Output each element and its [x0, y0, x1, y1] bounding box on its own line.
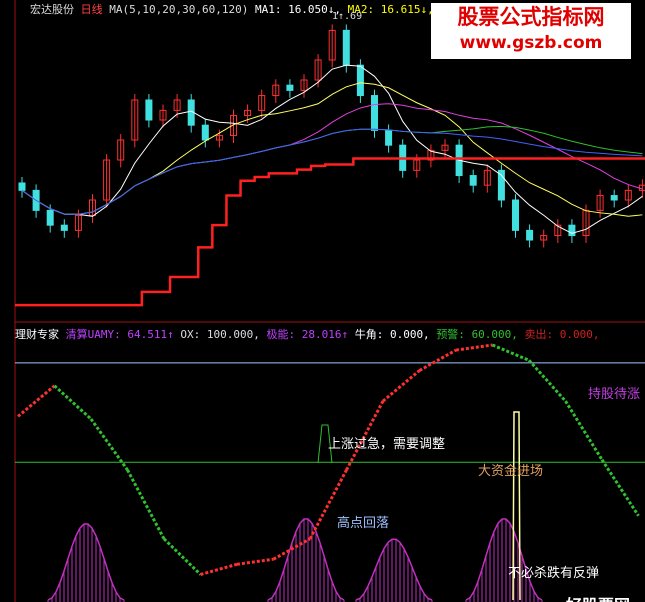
candle-body: [371, 95, 378, 131]
oscillator-segment: [200, 562, 238, 576]
candle-body: [342, 29, 350, 66]
candle-body: [540, 235, 548, 241]
candle-body: [328, 29, 336, 61]
warning-label: 预警:: [436, 328, 465, 341]
candle-body: [300, 79, 308, 91]
ma5-line: [21, 64, 643, 234]
oscillator-segment: [17, 384, 56, 418]
candle-body: [413, 159, 421, 171]
candle-body: [74, 215, 82, 231]
candle-body: [272, 84, 280, 97]
support-step-line: [15, 157, 645, 307]
oscillator-segment: [308, 469, 348, 540]
candle-body: [286, 84, 294, 91]
candle-body: [568, 224, 576, 237]
price-header: 宏达股份 日线 MA(5,10,20,30,60,120) MA1: 16.05…: [30, 1, 434, 17]
warning-spike: [317, 424, 333, 464]
ma30-line: [21, 125, 643, 215]
sell-label: 卖出:: [524, 328, 554, 341]
oscillator-segment: [126, 469, 166, 540]
candle-body: [145, 99, 153, 121]
candle-body: [526, 229, 534, 241]
candle-body: [441, 144, 449, 151]
ma-definition: MA(5,10,20,30,60,120): [109, 3, 249, 16]
watermark-title: 股票公式指标网: [457, 5, 605, 29]
sell-value: 0.000,: [559, 328, 600, 341]
oscillator-segment: [345, 400, 385, 471]
annotation-high-fall: 高点回落: [337, 516, 390, 531]
candle-body: [173, 99, 181, 111]
candle-body: [385, 129, 393, 146]
candle-body: [469, 175, 477, 186]
annotation-big-money: 大资金进场: [478, 464, 544, 479]
oscillator-segment: [236, 557, 274, 566]
big-money-spike: [512, 411, 521, 601]
watermark-logo: 股票公式指标网 www.gszb.com: [431, 3, 631, 59]
uamy-label: 清算UAMY:: [65, 328, 121, 341]
candle-body: [89, 199, 96, 217]
annotation-no-panic: 不必杀跌有反弹: [508, 566, 600, 581]
oscillator-segment: [382, 369, 421, 403]
oscillator-segment: [53, 384, 93, 421]
oscillator-segment: [455, 343, 493, 352]
candle-body: [159, 109, 167, 121]
indicator-header: 理财专家 清算UAMY: 64.511↑ OX: 100.000, 极能: 28…: [15, 326, 600, 342]
bull-horn-value: 牛角: 0.000,: [354, 328, 430, 341]
hump-outline: [267, 518, 345, 601]
oscillator-segment: [527, 359, 567, 403]
candle-body: [427, 149, 435, 161]
oscillator-segment: [162, 537, 202, 576]
candle-body: [596, 195, 604, 211]
oscillator-segment: [600, 458, 640, 517]
ma2-value: MA2: 16.615↓,: [347, 3, 434, 16]
candle-body: [215, 135, 223, 141]
candle-body: [201, 124, 209, 141]
candle-body: [103, 159, 111, 201]
energy-label: 极能:: [266, 328, 296, 341]
low-price-mark: 1↑.69: [332, 11, 363, 22]
ma60-line: [21, 128, 643, 215]
oscillator-segment: [491, 343, 530, 362]
uamy-value: 64.511↑: [127, 328, 174, 341]
oscillator-segment: [418, 348, 457, 372]
candle-body: [18, 182, 26, 191]
candle-body: [497, 169, 505, 201]
ma1-value: MA1: 16.050↓,: [254, 3, 342, 16]
candle-body: [244, 109, 252, 117]
hump-outline: [355, 538, 433, 601]
watermark-url: www.gszb.com: [459, 33, 603, 53]
candle-body: [314, 59, 322, 81]
annotation-rise-fast: 上涨过急，需要调整: [328, 437, 446, 452]
oscillator-segment: [272, 537, 311, 561]
candle-body: [554, 224, 562, 237]
stock-name: 宏达股份: [30, 3, 74, 16]
candle-body: [117, 139, 125, 161]
hump-outline: [465, 518, 543, 601]
oscillator-segment: [89, 418, 129, 471]
candle-body: [258, 95, 266, 111]
candle-body: [60, 224, 68, 231]
candle-body: [483, 169, 491, 186]
annotation-bottom-cut: 好股票网: [566, 592, 630, 602]
candle-body: [230, 115, 237, 137]
warning-value: 60.000,: [471, 328, 518, 341]
indicator-name: 理财专家: [15, 328, 59, 341]
energy-value: 28.016↑: [301, 328, 349, 341]
candle-body: [610, 195, 618, 201]
hump-outline: [47, 523, 125, 601]
candle-body: [624, 189, 632, 201]
annotation-hold: 持股待涨: [588, 387, 641, 402]
candle-body: [356, 64, 364, 97]
period-label: 日线: [80, 3, 103, 16]
candle-body: [46, 209, 54, 226]
candle-body: [512, 199, 519, 231]
ox-value: OX: 100.000,: [180, 328, 260, 341]
oscillator-segment: [564, 400, 604, 461]
candle-body: [131, 99, 139, 141]
